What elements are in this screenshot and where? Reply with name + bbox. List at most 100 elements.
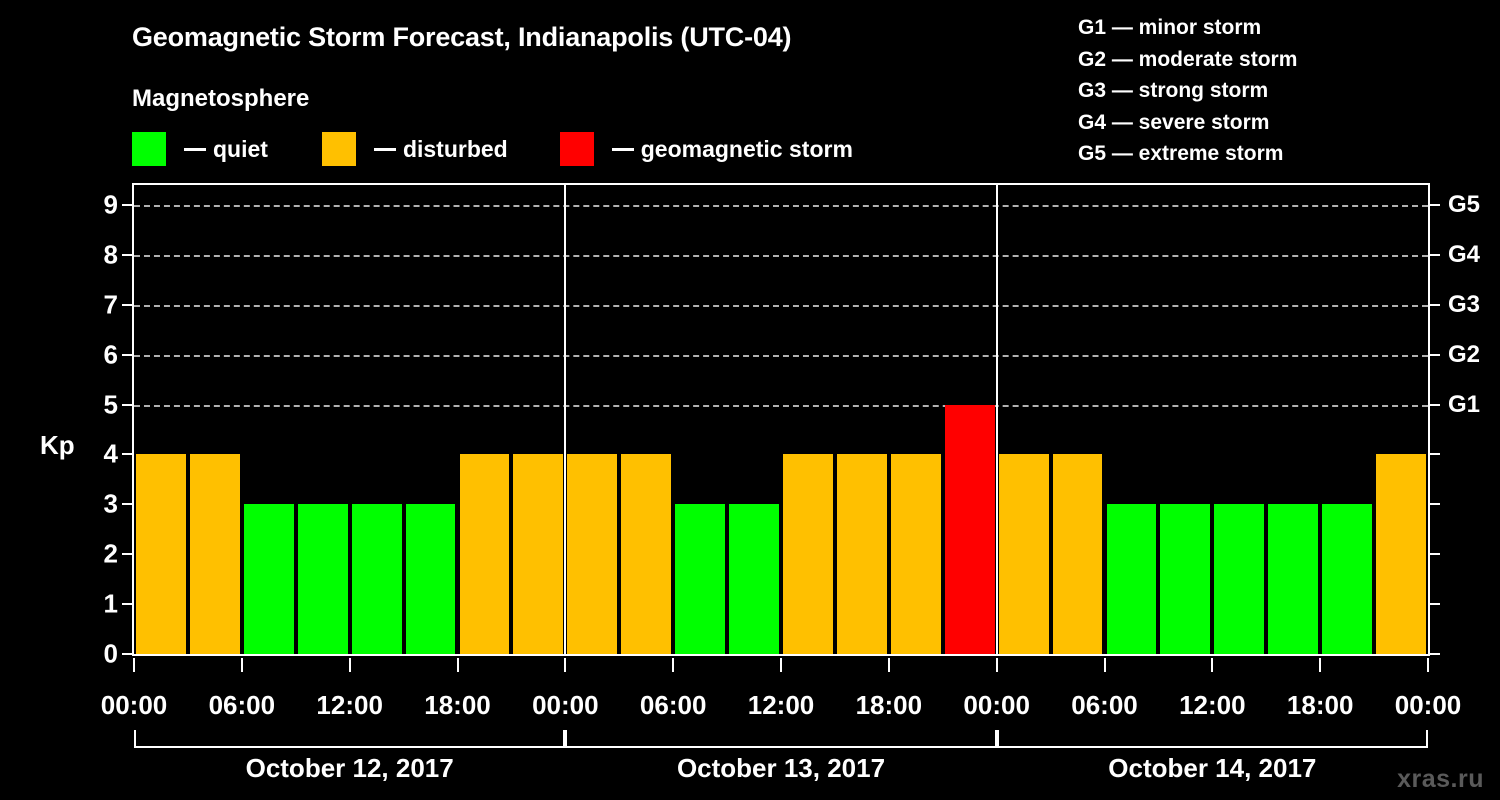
legend-label-quiet: quiet [213, 135, 268, 162]
y-tick-mark [122, 453, 132, 456]
x-tick-label: 12:00 [747, 690, 815, 720]
g-scale-row: G5 — extreme storm [1078, 142, 1284, 165]
bar [675, 504, 726, 654]
y-tick-mark-right [1430, 203, 1440, 206]
y-tick-mark-right [1430, 353, 1440, 356]
x-tick-label: 06:00 [208, 690, 276, 720]
legend-item-storm: geomagnetic storm [559, 132, 853, 166]
y-tick-mark-right [1430, 553, 1440, 556]
legend-dash-icon [184, 147, 206, 151]
g-tick-label: G5 [1448, 190, 1481, 218]
date-label: October 14, 2017 [1108, 753, 1317, 783]
g-scale-row: G2 — moderate storm [1078, 47, 1298, 71]
y-tick-mark [122, 203, 132, 206]
bar [998, 454, 1049, 654]
gridline [134, 354, 1428, 357]
x-tick-mark [133, 658, 135, 672]
gridline [134, 304, 1428, 307]
g-scale-row: G4 — severe storm [1078, 110, 1270, 134]
bar-series [134, 185, 1428, 654]
watermark: xras.ru [1397, 765, 1484, 793]
gridline [134, 404, 1428, 407]
bar [351, 504, 402, 654]
x-tick-mark [1319, 658, 1322, 672]
y-tick-mark [122, 353, 132, 356]
bar [729, 504, 779, 654]
gridlines [134, 185, 1428, 654]
x-tick-mark [564, 658, 567, 672]
magnetosphere-legend: quiet disturbed geomagnetic storm [132, 132, 853, 166]
bar [890, 454, 941, 654]
green-swatch-icon [132, 132, 166, 166]
x-tick-mark [1103, 658, 1106, 672]
x-tick-label: 00:00 [100, 690, 168, 720]
y-tick-mark [122, 503, 132, 506]
x-tick-label: 00:00 [1394, 690, 1462, 720]
orange-swatch-icon [321, 132, 356, 166]
date-bracket [134, 730, 566, 748]
legend-dash-icon [611, 147, 634, 151]
y-tick-mark-right [1430, 453, 1440, 456]
g-tick-label: G1 [1448, 390, 1481, 418]
bar [243, 504, 294, 654]
x-tick-mark [995, 658, 998, 672]
x-tick-mark [1211, 658, 1214, 672]
x-tick-mark [672, 658, 675, 672]
y-tick-label: 1 [103, 588, 118, 619]
plot-area [132, 183, 1430, 656]
bar [1268, 504, 1319, 654]
x-tick-label: 00:00 [532, 690, 599, 720]
date-bracket [565, 730, 997, 748]
bar [944, 404, 995, 654]
bar [513, 454, 564, 654]
gridline [134, 204, 1428, 207]
g-scale-row: G1 — minor storm [1078, 16, 1262, 39]
g-tick-label: G4 [1448, 240, 1481, 268]
y-tick-label: 9 [103, 189, 118, 220]
y-tick-label: 6 [103, 339, 118, 370]
x-tick-mark [887, 658, 890, 672]
bar [783, 454, 833, 654]
red-swatch-icon [559, 132, 594, 166]
x-tick-label: 18:00 [424, 690, 491, 720]
y-tick-mark [122, 553, 132, 556]
y-axis-title: Kp [40, 430, 75, 460]
date-label: October 13, 2017 [676, 753, 886, 783]
y-tick-label: 7 [103, 289, 118, 320]
date-label: October 12, 2017 [245, 753, 454, 783]
bar [1214, 504, 1265, 654]
legend-heading: Magnetosphere [132, 85, 310, 112]
y-tick-label: 2 [103, 538, 118, 569]
x-tick-label: 12:00 [1179, 690, 1246, 720]
legend-label-storm: geomagnetic storm [640, 135, 853, 162]
legend-dash-icon [373, 147, 396, 151]
bar [189, 454, 240, 654]
y-tick-mark [122, 403, 132, 406]
x-tick-label: 18:00 [855, 690, 923, 720]
y-tick-label: 0 [103, 638, 118, 669]
page-title: Geomagnetic Storm Forecast, Indianapolis… [132, 22, 792, 52]
legend-item-quiet: quiet [132, 132, 268, 166]
g-scale-legend: G1 — minor storm G2 — moderate storm G3 … [1078, 12, 1297, 170]
x-tick-mark [348, 658, 351, 672]
y-tick-mark [122, 303, 132, 306]
x-tick-label: 12:00 [316, 690, 383, 720]
y-tick-mark-right [1430, 253, 1440, 256]
gridline [134, 254, 1428, 257]
legend-label-disturbed: disturbed [402, 135, 508, 162]
day-dividers [134, 185, 1428, 654]
g-tick-label: G2 [1448, 340, 1481, 368]
bar [836, 454, 887, 654]
bar [405, 504, 456, 654]
y-tick-label: 5 [103, 389, 118, 420]
y-tick-mark [122, 603, 132, 606]
bar [136, 454, 186, 654]
y-tick-mark-right [1430, 303, 1440, 306]
x-tick-label: 00:00 [963, 690, 1030, 720]
x-tick-mark [240, 658, 243, 672]
bar [621, 454, 672, 654]
y-tick-label: 8 [103, 239, 118, 270]
x-tick-label: 06:00 [639, 690, 707, 720]
bar [1160, 504, 1211, 654]
